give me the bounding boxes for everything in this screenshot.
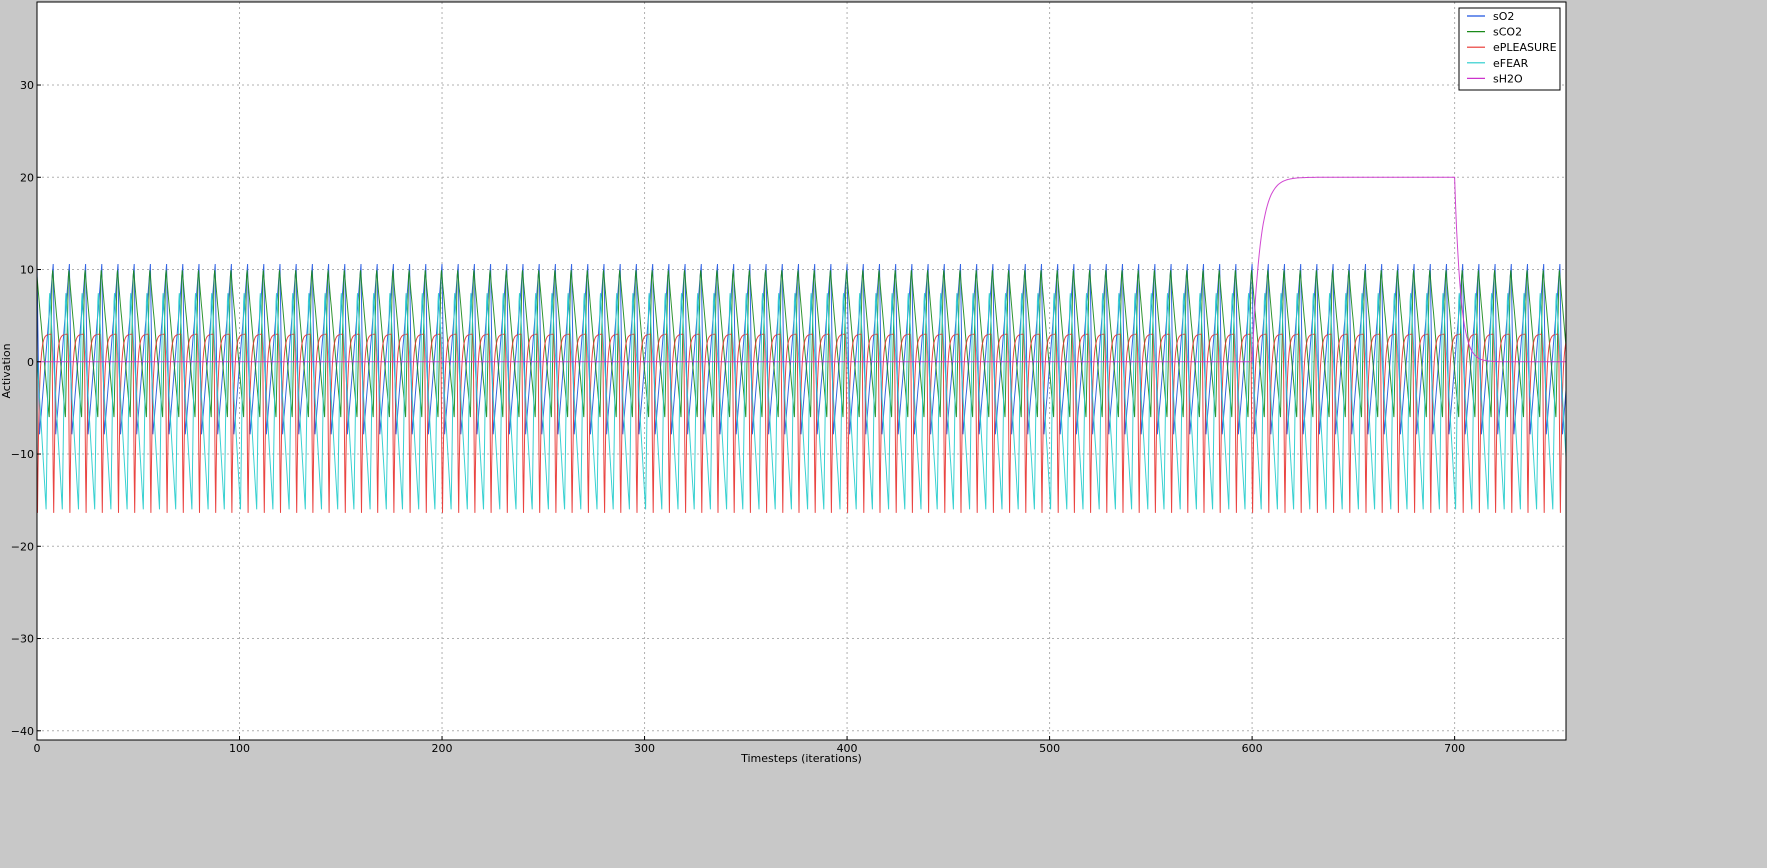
legend-label: sO2 xyxy=(1493,10,1514,23)
legend-label: sCO2 xyxy=(1493,26,1522,39)
x-tick-label: 400 xyxy=(837,742,858,755)
legend-label: ePLEASURE xyxy=(1493,41,1557,54)
plot-frame xyxy=(36,1,1567,741)
y-axis-label: Activation xyxy=(0,343,13,398)
legend-label: sH2O xyxy=(1493,72,1523,85)
x-tick-label: 300 xyxy=(634,742,655,755)
y-tick-label: −20 xyxy=(11,540,34,553)
x-tick-label: 200 xyxy=(432,742,453,755)
y-tick-label: −40 xyxy=(11,725,34,738)
series-line-eFEAR xyxy=(36,293,1567,510)
y-tick-label: 20 xyxy=(20,171,34,184)
legend-label: eFEAR xyxy=(1493,57,1529,70)
x-tick-label: 500 xyxy=(1039,742,1060,755)
ticks: 0 100 200 300 400 500 600 700 −40 −30 −20 −10 0 10 20 3… xyxy=(11,79,1465,755)
series-line-sH2O xyxy=(37,176,1566,363)
y-tick-label: −10 xyxy=(11,448,34,461)
y-tick-label: −30 xyxy=(11,633,34,646)
x-tick-label: 100 xyxy=(229,742,250,755)
legend: sO2 sCO2 ePLEASURE eFEAR sH2O xyxy=(1458,7,1561,91)
y-tick-label: 30 xyxy=(20,79,34,92)
legend-box xyxy=(1458,7,1561,91)
x-tick-label: 600 xyxy=(1242,742,1263,755)
x-tick-label: 700 xyxy=(1444,742,1465,755)
x-axis-label: Timesteps (iterations) xyxy=(740,752,862,765)
y-tick-label: 0 xyxy=(27,356,34,369)
y-tick-label: 10 xyxy=(20,264,34,277)
series-layer xyxy=(36,176,1567,513)
x-tick-label: 0 xyxy=(34,742,41,755)
